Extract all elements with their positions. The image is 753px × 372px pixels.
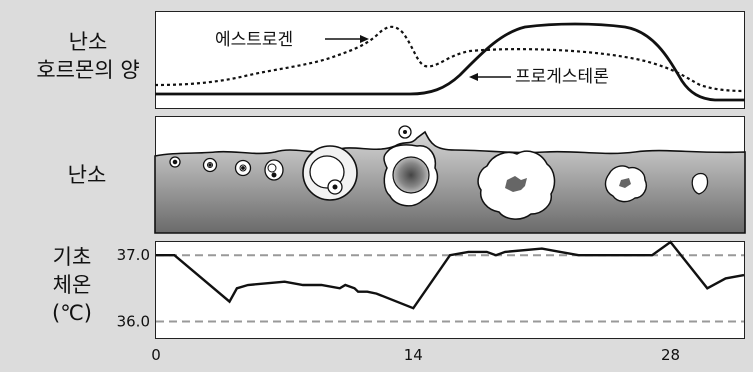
estrogen-curve — [154, 25, 746, 93]
hormone-panel-label: 난소 호르몬의 양 — [18, 28, 158, 84]
progesterone-label: 프로게스테론 — [515, 67, 609, 87]
temperature-panel-label: 기초 체온 (℃) — [32, 243, 112, 327]
temperature-label-line1: 기초 — [52, 245, 92, 269]
x-tick-label: 28 — [661, 346, 680, 364]
temperature-label-line2: 체온 — [52, 273, 92, 297]
x-tick-label: 14 — [404, 346, 423, 364]
ovary-tissue — [154, 130, 746, 234]
temperature-line — [156, 240, 745, 310]
x-tick-label: 0 — [151, 346, 161, 364]
temperature-panel — [155, 241, 745, 339]
primary-follicles — [169, 156, 284, 181]
corpus-albicans — [691, 172, 709, 195]
hormone-chart: 에스트로겐 프로게스테론 — [154, 22, 746, 102]
y-tick-label: 37.0 — [117, 246, 150, 264]
mature-follicle — [302, 145, 358, 201]
hormone-label-line2: 호르몬의 양 — [36, 58, 140, 82]
regressing-corpus-luteum — [604, 165, 647, 203]
progesterone-arrowhead-icon — [469, 73, 478, 81]
ovary-panel-label: 난소 — [67, 163, 107, 187]
temperature-label-line3: (℃) — [52, 301, 92, 325]
progesterone-curve — [155, 22, 745, 102]
estrogen-label: 에스트로겐 — [215, 30, 293, 50]
y-tick-label: 36.0 — [117, 312, 150, 330]
estrogen-arrowhead-icon — [360, 35, 369, 43]
ovary-illustration — [154, 125, 746, 234]
hormone-label-line1: 난소 — [68, 30, 108, 54]
ovulating-follicle — [383, 125, 439, 207]
corpus-luteum — [477, 150, 556, 220]
